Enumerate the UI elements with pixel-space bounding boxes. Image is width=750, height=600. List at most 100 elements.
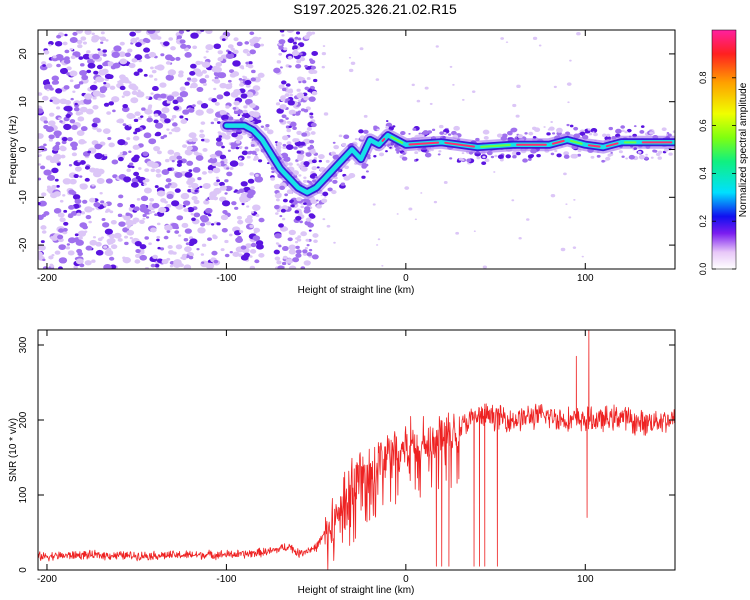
noise-point: [79, 63, 85, 67]
noise-point: [248, 116, 254, 121]
noise-point: [52, 145, 60, 152]
noise-point: [505, 41, 509, 43]
noise-point: [99, 93, 105, 98]
noise-point: [184, 228, 192, 234]
noise-point: [134, 241, 142, 247]
noise-point: [156, 222, 161, 226]
noise-point: [323, 112, 329, 116]
noise-point: [294, 210, 300, 214]
noise-point: [243, 76, 248, 80]
noise-point: [249, 265, 256, 269]
noise-point: [276, 192, 282, 197]
noise-point: [142, 179, 147, 183]
noise-point: [306, 180, 310, 183]
noise-point: [213, 259, 219, 264]
ridge-core: [390, 136, 404, 144]
noise-point: [130, 37, 138, 44]
noise-point: [240, 181, 248, 187]
noise-point: [408, 132, 411, 135]
noise-point: [296, 59, 302, 64]
noise-point: [55, 141, 61, 146]
noise-point: [473, 230, 476, 232]
noise-point: [321, 198, 328, 204]
noise-point: [228, 233, 233, 237]
noise-point: [311, 159, 317, 164]
noise-point: [154, 213, 158, 216]
noise-point: [297, 110, 302, 113]
colorbar-label: Normalized spectral amplitude: [738, 82, 749, 217]
noise-point: [291, 50, 300, 57]
noise-point: [48, 112, 55, 117]
noise-point: [237, 219, 244, 225]
noise-point: [501, 133, 508, 138]
noise-point: [563, 151, 570, 156]
noise-point: [210, 223, 215, 226]
noise-point: [169, 56, 176, 62]
noise-point: [224, 185, 233, 192]
noise-point: [77, 251, 83, 256]
noise-point: [134, 253, 141, 258]
noise-point: [309, 115, 314, 119]
noise-point: [234, 206, 239, 210]
noise-point: [166, 100, 172, 104]
noise-point: [175, 56, 181, 61]
noise-point: [246, 155, 251, 159]
noise-point: [163, 41, 170, 47]
noise-point: [517, 134, 524, 139]
noise-point: [59, 120, 63, 123]
noise-point: [108, 101, 115, 106]
noise-point: [207, 159, 213, 163]
noise-point: [212, 234, 217, 238]
noise-point: [78, 56, 84, 60]
noise-point: [236, 41, 243, 47]
noise-point: [273, 183, 281, 190]
noise-point: [246, 193, 254, 199]
noise-point: [267, 129, 274, 135]
noise-point: [416, 99, 421, 103]
noise-point: [167, 245, 173, 249]
noise-point: [186, 160, 194, 166]
noise-point: [63, 221, 69, 226]
noise-point: [199, 214, 209, 222]
noise-point: [38, 163, 42, 166]
noise-point: [276, 108, 284, 114]
colorbar-tick-label: 0.4: [698, 167, 708, 180]
noise-point: [87, 58, 95, 65]
noise-point: [87, 150, 92, 154]
noise-point: [182, 109, 190, 115]
noise-point: [112, 174, 118, 179]
noise-point: [64, 49, 70, 54]
noise-point: [100, 200, 105, 204]
noise-point: [179, 39, 186, 44]
noise-point: [48, 40, 54, 46]
noise-point: [216, 179, 221, 183]
noise-point: [543, 126, 546, 128]
noise-point: [279, 214, 283, 218]
noise-point: [87, 62, 96, 69]
noise-point: [82, 199, 88, 204]
noise-point: [234, 189, 238, 192]
noise-point: [288, 125, 292, 129]
noise-point: [449, 65, 453, 68]
noise-point: [119, 151, 123, 155]
noise-point: [51, 254, 55, 257]
noise-point: [311, 31, 316, 35]
noise-point: [577, 153, 582, 157]
noise-point: [210, 121, 215, 125]
noise-point: [275, 212, 279, 215]
noise-point: [649, 131, 654, 135]
noise-point: [85, 245, 93, 251]
noise-point: [238, 188, 245, 193]
noise-point: [186, 179, 194, 185]
noise-point: [293, 41, 297, 45]
noise-point: [129, 236, 133, 240]
noise-point: [209, 154, 214, 158]
noise-point: [532, 135, 537, 139]
figure-title: S197.2025.326.21.02.R15: [293, 1, 457, 17]
noise-point: [152, 254, 158, 259]
noise-point: [176, 96, 183, 102]
noise-point: [232, 49, 239, 54]
xtick-label: -100: [216, 273, 236, 284]
noise-point: [171, 200, 180, 207]
noise-point: [145, 216, 150, 219]
